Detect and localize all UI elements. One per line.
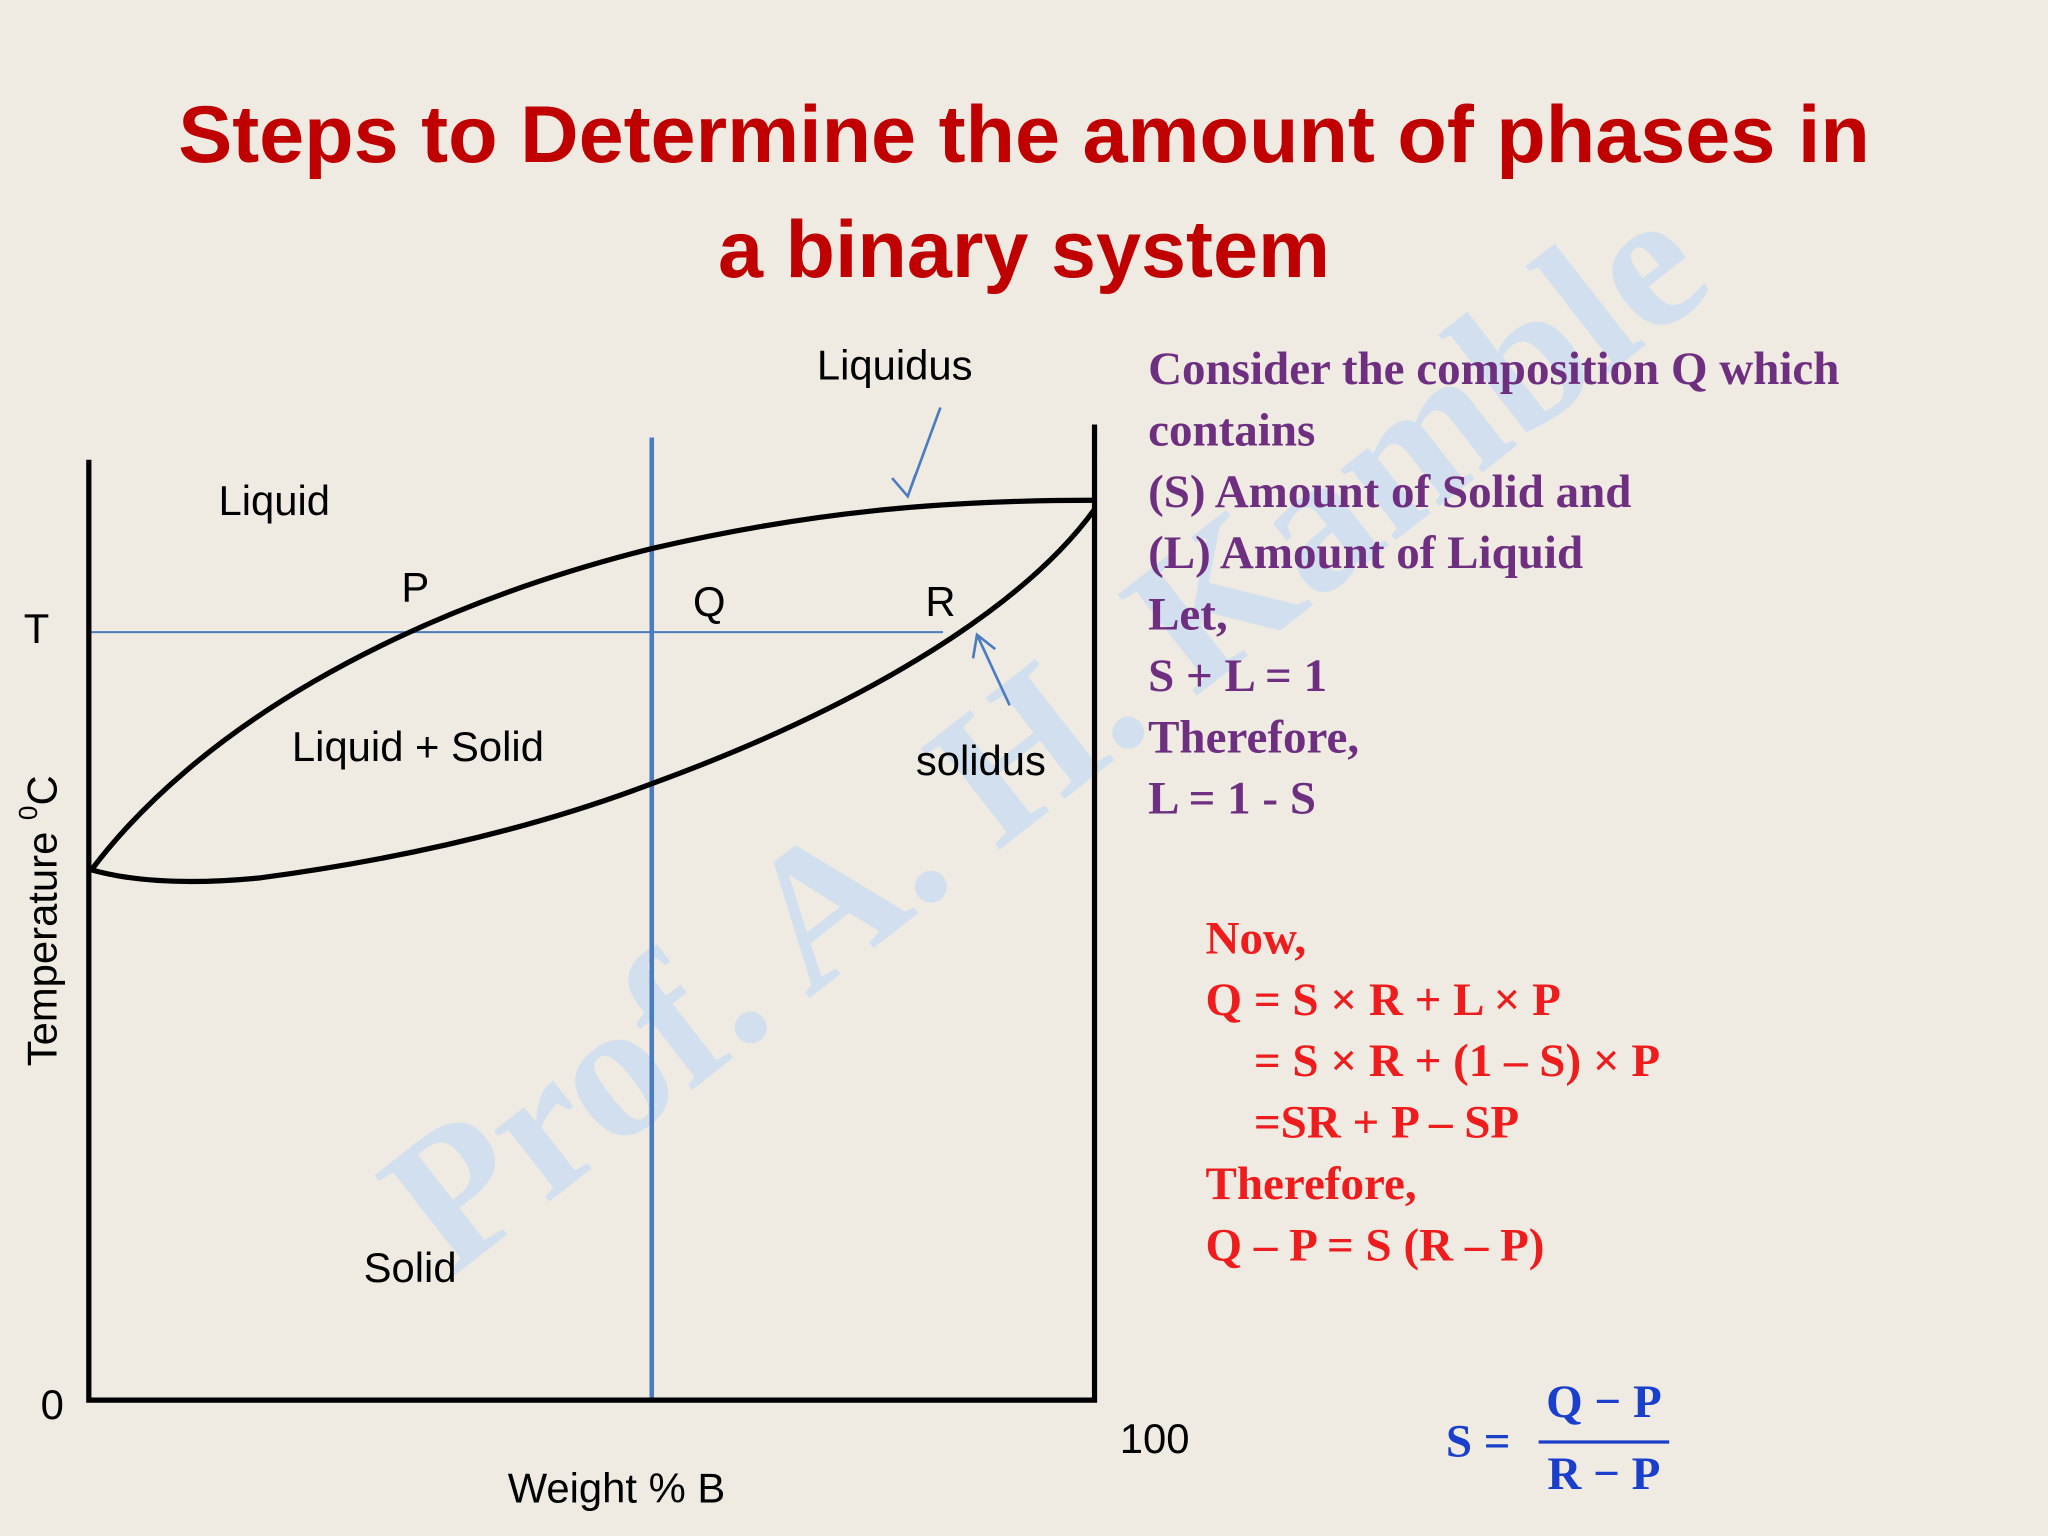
label: P (401, 563, 429, 610)
solidus-curve (90, 507, 1097, 885)
text-line: Therefore, (1206, 1158, 1417, 1210)
label: Liquidus (817, 341, 973, 388)
arrow (971, 632, 1011, 706)
axes (86, 424, 1098, 1403)
formula-numerator: Q − P (1546, 1376, 1662, 1428)
formula-lhs: S = (1446, 1415, 1511, 1467)
label: Liquid (219, 477, 331, 524)
text-line: =SR + P – SP (1254, 1097, 1519, 1149)
text-line: Q = S × R + L × P (1206, 974, 1561, 1026)
label: 0 (41, 1381, 64, 1428)
phase-diagram: Liquidus Liquid P Q R T Liquid + Solid s… (13, 341, 1190, 1511)
x-axis-label: Weight % B (508, 1465, 726, 1512)
text-line: S + L = 1 (1148, 650, 1327, 702)
title-line: a binary system (718, 205, 1330, 295)
label: T (24, 605, 50, 652)
text-line: Let, (1148, 589, 1228, 641)
text-line: Consider the composition Q which (1148, 343, 1839, 395)
text-line: contains (1148, 404, 1315, 456)
text-line: L = 1 - S (1148, 773, 1316, 825)
derivation-text: Now, Q = S × R + L × P = S × R + (1 – S) ×… (1206, 912, 1661, 1271)
liquidus-curve (89, 497, 1095, 872)
consider-text: Consider the composition Q which contains… (1148, 343, 1839, 825)
arrow (891, 407, 942, 499)
y-axis-label: Temperature 0C (13, 775, 66, 1066)
text-line: = S × R + (1 – S) × P (1254, 1035, 1660, 1087)
label: 100 (1120, 1415, 1190, 1462)
label: solidus (916, 737, 1046, 784)
label: Liquid + Solid (292, 723, 544, 770)
y-axis-text: Temperature (19, 820, 66, 1066)
title-line: Steps to Determine the amount of phases … (178, 90, 1870, 180)
formula: S = Q − P R − P (1446, 1376, 1670, 1500)
label: R (925, 578, 955, 625)
text-line: Therefore, (1148, 711, 1359, 763)
y-axis-unit: C (19, 775, 66, 805)
text-line: (S) Amount of Solid and (1148, 466, 1631, 518)
text-line: Now, (1206, 912, 1307, 964)
y-axis-superscript: 0 (13, 806, 43, 821)
text-line: Q – P = S (R – P) (1206, 1219, 1545, 1271)
label: Q (693, 578, 726, 625)
formula-denominator: R − P (1547, 1448, 1660, 1500)
label: Solid (364, 1244, 457, 1291)
text-line: (L) Amount of Liquid (1148, 527, 1583, 579)
